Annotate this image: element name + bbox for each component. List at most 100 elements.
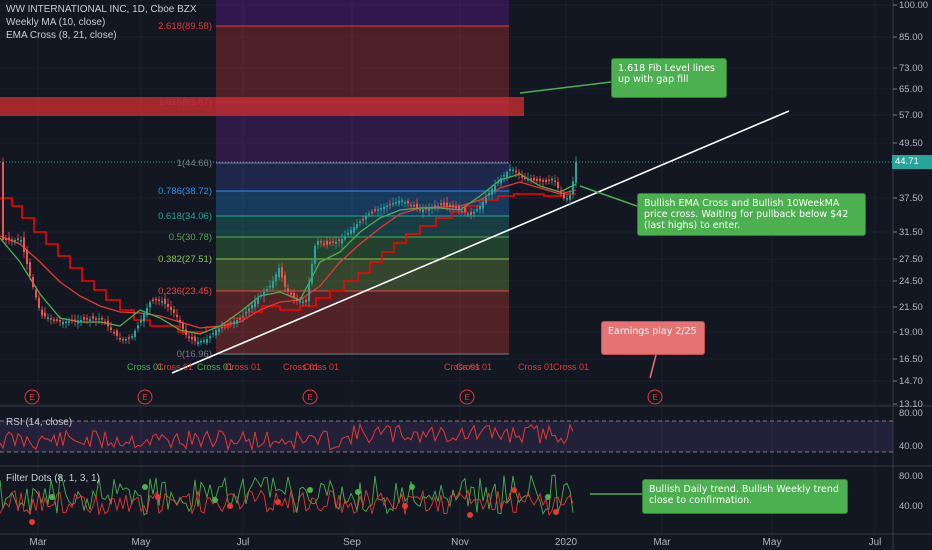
ema-callout[interactable]: Bullish EMA Cross and Bullish 10WeekMA p… [637, 193, 866, 236]
candle-body [35, 289, 37, 298]
cross-label: Cross 01 [303, 362, 339, 372]
candle-body [488, 193, 490, 196]
candle-body [122, 338, 124, 341]
filter-dot [29, 519, 35, 525]
candle-body [5, 238, 7, 240]
candle-body [302, 301, 304, 304]
candle-body [515, 170, 517, 173]
filter-dot [49, 494, 55, 500]
earnings-callout[interactable]: Earnings play 2/25 [601, 321, 705, 355]
candle-body [155, 298, 157, 301]
candle-body [251, 304, 253, 309]
candle-body [395, 202, 397, 204]
candle-body [86, 317, 88, 320]
price-tick-label: 65.00 [899, 84, 923, 95]
candle-body [512, 169, 514, 172]
candle-body [548, 179, 550, 182]
fib-level-label: 0.382(27.51) [158, 254, 212, 265]
candle-body [140, 320, 142, 323]
candle-body [209, 336, 211, 339]
candle-body [287, 288, 289, 292]
candle-body [215, 330, 217, 336]
fib-level-label: 0.5(30.78) [169, 232, 212, 243]
candle-body [107, 320, 109, 327]
candle-body [503, 175, 505, 177]
candle-body [497, 181, 499, 184]
price-tick-label: 19.00 [899, 327, 923, 338]
cross-label: Cross 01 [518, 362, 554, 372]
cross-label: Cross 01 [553, 362, 589, 372]
candle-body [575, 162, 577, 183]
earnings-marker [302, 389, 318, 405]
candle-body [146, 308, 148, 316]
candle-body [434, 205, 436, 207]
candle-body [236, 319, 238, 324]
candle-body [80, 320, 82, 322]
candle-body [65, 321, 67, 323]
filter-dot [553, 509, 559, 515]
candle-body [329, 241, 331, 244]
candle-body [281, 267, 283, 278]
candle-body [455, 206, 457, 209]
cross-label: Cross 01 [444, 362, 480, 372]
candle-body [347, 233, 349, 235]
ema-cross-label[interactable]: EMA Cross (8, 21, close) [6, 30, 117, 41]
cross-label: Cross 01 [225, 362, 261, 372]
candle-body [362, 218, 364, 221]
fib-level-label: 0.618(34.06) [158, 211, 212, 222]
candle-body [62, 321, 64, 325]
price-tick-label: 100.00 [899, 0, 928, 11]
candle-body [260, 295, 262, 297]
candle-body [149, 302, 151, 308]
candle-body [449, 204, 451, 207]
fib-callout-pointer [519, 81, 612, 94]
rsi-legend[interactable]: RSI (14, close) [6, 417, 73, 428]
candle-body [206, 339, 208, 344]
fib-zone [216, 259, 509, 291]
candle-body [233, 321, 235, 325]
earnings-marker [459, 389, 475, 405]
fib-zone [216, 291, 509, 354]
candle-body [98, 318, 100, 320]
earnings-marker [24, 389, 40, 405]
earnings-marker [647, 389, 663, 405]
candle-body [320, 241, 322, 243]
candle-body [230, 322, 232, 325]
candle-body [458, 205, 460, 210]
symbol-title[interactable]: WW INTERNATIONAL INC, 1D, Cboe BZX [6, 4, 197, 15]
candle-body [500, 178, 502, 184]
candle-body [443, 202, 445, 206]
time-axis-label: May [132, 537, 151, 548]
candle-body [245, 312, 247, 314]
fib-callout[interactable]: 1.618 Fib Level lines up with gap fill [611, 58, 727, 98]
time-axis-label: Jul [869, 537, 882, 548]
filter-dot [275, 499, 281, 505]
price-tick-label: 49.50 [899, 138, 923, 149]
candle-body [461, 210, 463, 213]
time-axis-label: 2020 [555, 537, 578, 548]
candle-body [17, 238, 19, 240]
earnings-callout-pointer [649, 354, 657, 379]
candle-body [479, 206, 481, 210]
candle-body [485, 197, 487, 203]
candle-body [131, 336, 133, 338]
candle-body [299, 300, 301, 303]
weekly-ma-label[interactable]: Weekly MA (10, close) [6, 17, 106, 28]
candle-body [143, 314, 145, 322]
trend-callout[interactable]: Bullish Daily trend. Bullish Weekly tren… [642, 479, 848, 514]
candle-body [173, 309, 175, 313]
candle-body [38, 297, 40, 308]
candle-body [152, 299, 154, 301]
candle-body [77, 320, 79, 324]
fib-zone [216, 237, 509, 259]
candle-body [188, 336, 190, 339]
candle-body [71, 319, 73, 322]
earnings-label: E [464, 393, 469, 402]
filter-dots-legend[interactable]: Filter Dots (8, 1, 3, 1) [6, 473, 100, 484]
candle-body [191, 336, 193, 340]
candle-body [506, 172, 508, 178]
candle-body [8, 237, 10, 240]
earnings-label: E [29, 393, 34, 402]
